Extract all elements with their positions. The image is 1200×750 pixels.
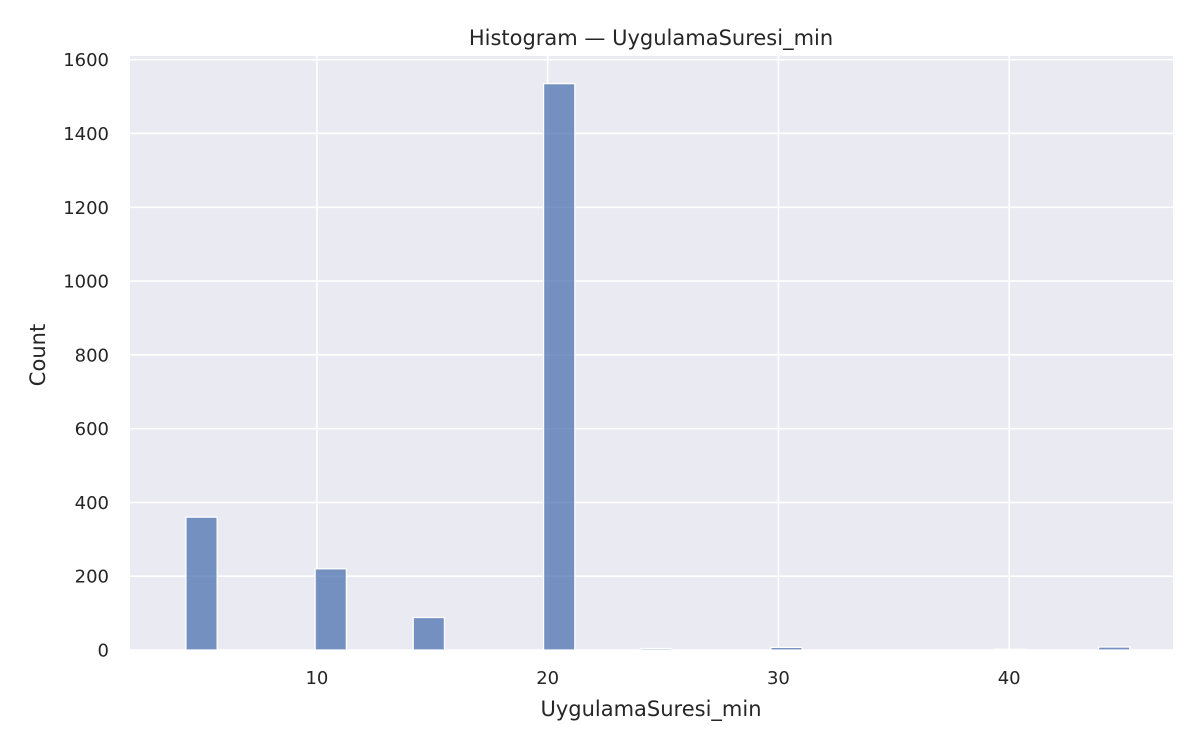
x-tick-label: 20	[536, 668, 559, 689]
y-tick-label: 1400	[63, 124, 109, 145]
x-axis-ticks: 10 20 30 40	[305, 668, 1020, 689]
plot-area	[130, 56, 1173, 650]
histogram-bar	[639, 647, 673, 651]
y-tick-label: 600	[75, 419, 109, 440]
x-axis-title: UygulamaSuresi_min	[540, 697, 761, 722]
y-tick-label: 400	[75, 493, 109, 514]
histogram-bar	[770, 646, 803, 651]
x-tick-label: 40	[998, 668, 1021, 689]
x-tick-label: 30	[767, 668, 790, 689]
histogram-bar	[1097, 646, 1131, 651]
chart-title: Histogram — UygulamaSuresi_min	[469, 26, 833, 51]
histogram-bar	[992, 648, 1026, 651]
y-tick-label: 200	[75, 567, 109, 588]
y-axis-ticks: 0 200 400 600 800 1000 1200 1400 1600	[63, 50, 109, 661]
histogram-bar	[412, 616, 445, 651]
y-tick-label: 1600	[63, 50, 109, 71]
y-axis-title: Count	[26, 324, 50, 386]
histogram-bar	[314, 568, 347, 651]
histogram-bar	[185, 516, 218, 651]
y-tick-label: 800	[75, 345, 109, 366]
y-tick-label: 1200	[63, 198, 109, 219]
y-tick-label: 1000	[63, 272, 109, 293]
y-tick-label: 0	[98, 641, 109, 662]
histogram-bar	[543, 83, 576, 651]
histogram-bars	[185, 83, 1131, 651]
x-tick-label: 10	[305, 668, 328, 689]
